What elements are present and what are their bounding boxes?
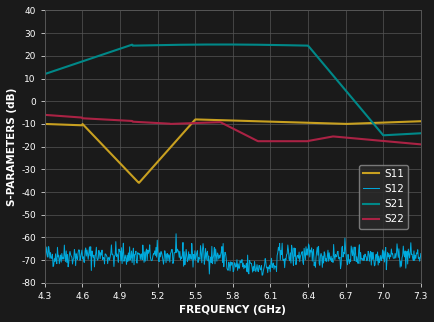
S22 [212,120,217,124]
S11 [213,118,218,122]
S12 [213,247,218,251]
S21 [380,133,385,137]
S21 [217,43,223,46]
S11 [139,177,145,181]
S21 [264,43,269,47]
S21 [42,72,47,76]
S22 [138,120,144,124]
S12 [264,271,270,275]
S22 [418,142,423,146]
S12 [294,254,299,258]
Line: S22: S22 [45,115,420,144]
S21 [325,68,330,72]
Line: S21: S21 [45,44,420,135]
S11 [192,118,197,121]
S12 [138,252,144,256]
Line: S11: S11 [45,119,420,183]
S11 [418,119,423,123]
Y-axis label: S-PARAMETERS (dB): S-PARAMETERS (dB) [7,88,17,206]
S11 [264,120,270,124]
S12 [108,243,114,247]
X-axis label: FREQUENCY (GHz): FREQUENCY (GHz) [179,305,286,315]
S21 [418,131,423,135]
S21 [138,43,144,47]
S21 [293,43,299,47]
S12 [418,251,423,255]
S22 [108,118,114,122]
S11 [108,152,114,156]
S21 [108,50,114,53]
S21 [212,43,217,46]
S11 [294,120,299,124]
S12 [326,251,331,255]
S11 [42,122,47,126]
S12 [42,251,47,255]
S22 [263,139,269,143]
S12 [259,273,264,277]
S12 [173,232,178,236]
S22 [42,113,47,117]
S22 [325,136,330,139]
Line: S12: S12 [45,234,420,275]
S22 [293,139,298,143]
S11 [326,121,331,125]
Legend: S11, S12, S21, S22: S11, S12, S21, S22 [358,165,407,229]
S11 [136,181,141,185]
